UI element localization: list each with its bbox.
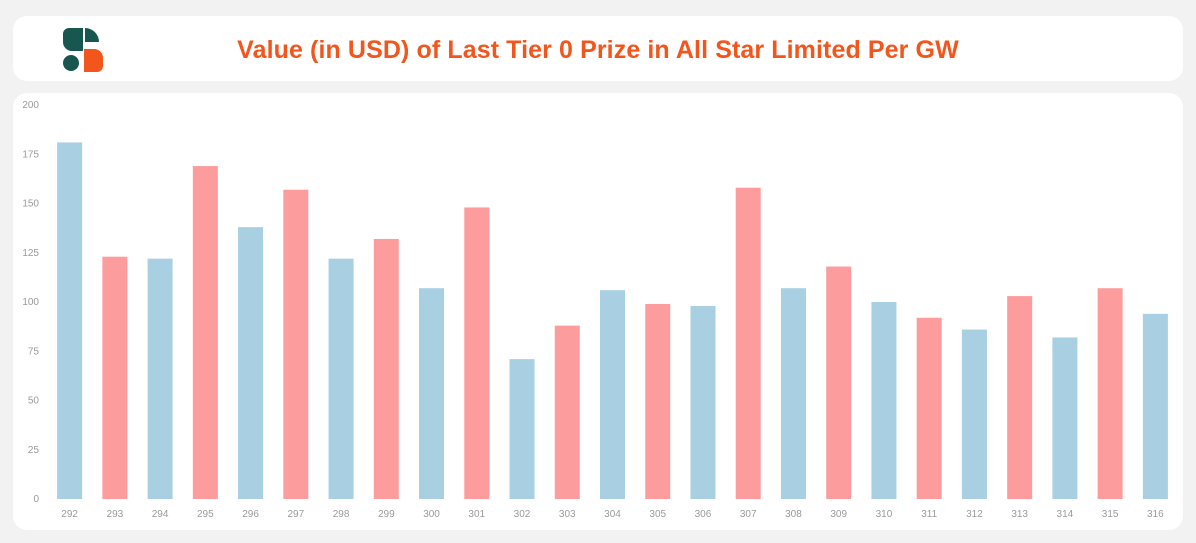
y-tick-label: 200: [22, 100, 39, 111]
x-tick-label: 296: [242, 509, 259, 520]
bar-chart: 0 25 50 75 100 125 150 175 200 292 293 294 295 296 297…: [22, 100, 1168, 520]
x-tick-label: 308: [785, 509, 802, 520]
chart-header: Value (in USD) of Last Tier 0 Prize in A…: [13, 16, 1183, 81]
y-tick-label: 25: [28, 445, 40, 456]
bar-301[interactable]: [464, 207, 490, 499]
x-tick-label: 297: [287, 509, 304, 520]
bar-294[interactable]: [147, 258, 173, 499]
bar-292[interactable]: [57, 142, 83, 499]
y-tick-label: 50: [28, 396, 40, 407]
x-tick-label: 309: [830, 509, 847, 520]
x-tick-label: 301: [468, 509, 485, 520]
bar-293[interactable]: [102, 256, 128, 499]
bar-295[interactable]: [192, 166, 218, 499]
x-tick-label: 305: [649, 509, 666, 520]
bar-309[interactable]: [826, 266, 852, 499]
bar-307[interactable]: [735, 187, 761, 499]
y-tick-label: 75: [28, 346, 40, 357]
y-tick-label: 100: [22, 297, 39, 308]
x-tick-label: 303: [559, 509, 576, 520]
x-tick-label: 292: [61, 509, 78, 520]
bar-315[interactable]: [1097, 288, 1123, 499]
x-tick-label: 298: [333, 509, 350, 520]
bar-308[interactable]: [780, 288, 806, 499]
bar-310[interactable]: [871, 302, 897, 499]
bar-305[interactable]: [645, 303, 671, 499]
x-tick-label: 306: [695, 509, 712, 520]
x-tick-label: 293: [107, 509, 124, 520]
chart-panel: 0 25 50 75 100 125 150 175 200 292 293 294 295 296 297…: [13, 93, 1183, 530]
x-tick-label: 295: [197, 509, 214, 520]
sorare-s-logo-icon: [63, 28, 103, 72]
bar-297[interactable]: [283, 189, 309, 499]
bar-298[interactable]: [328, 258, 354, 499]
y-tick-label: 175: [22, 149, 39, 160]
y-tick-label: 150: [22, 199, 39, 210]
x-tick-label: 300: [423, 509, 440, 520]
y-tick-label: 0: [33, 494, 39, 505]
chart-title: Value (in USD) of Last Tier 0 Prize in A…: [237, 36, 959, 64]
bar-299[interactable]: [373, 238, 399, 499]
x-tick-label: 304: [604, 509, 621, 520]
bar-312[interactable]: [961, 329, 987, 499]
x-tick-label: 302: [514, 509, 531, 520]
x-tick-label: 316: [1147, 509, 1164, 520]
x-tick-label: 299: [378, 509, 395, 520]
x-tick-label: 315: [1102, 509, 1119, 520]
bar-306[interactable]: [690, 305, 716, 499]
bar-311[interactable]: [916, 317, 942, 499]
bar-302[interactable]: [509, 359, 535, 499]
x-tick-label: 311: [921, 509, 937, 520]
bar-304[interactable]: [600, 290, 625, 499]
x-tick-label: 313: [1011, 509, 1028, 520]
bar-303[interactable]: [554, 325, 580, 499]
bar-316[interactable]: [1142, 313, 1168, 499]
x-tick-label: 294: [152, 509, 169, 520]
x-tick-label: 307: [740, 509, 757, 520]
bar-296[interactable]: [238, 227, 264, 499]
x-tick-label: 310: [876, 509, 893, 520]
bar-314[interactable]: [1052, 337, 1078, 499]
bar-313[interactable]: [1007, 296, 1033, 499]
x-tick-label: 312: [966, 509, 983, 520]
x-tick-label: 314: [1057, 509, 1074, 520]
bar-300[interactable]: [419, 288, 445, 499]
y-tick-label: 125: [22, 248, 39, 259]
